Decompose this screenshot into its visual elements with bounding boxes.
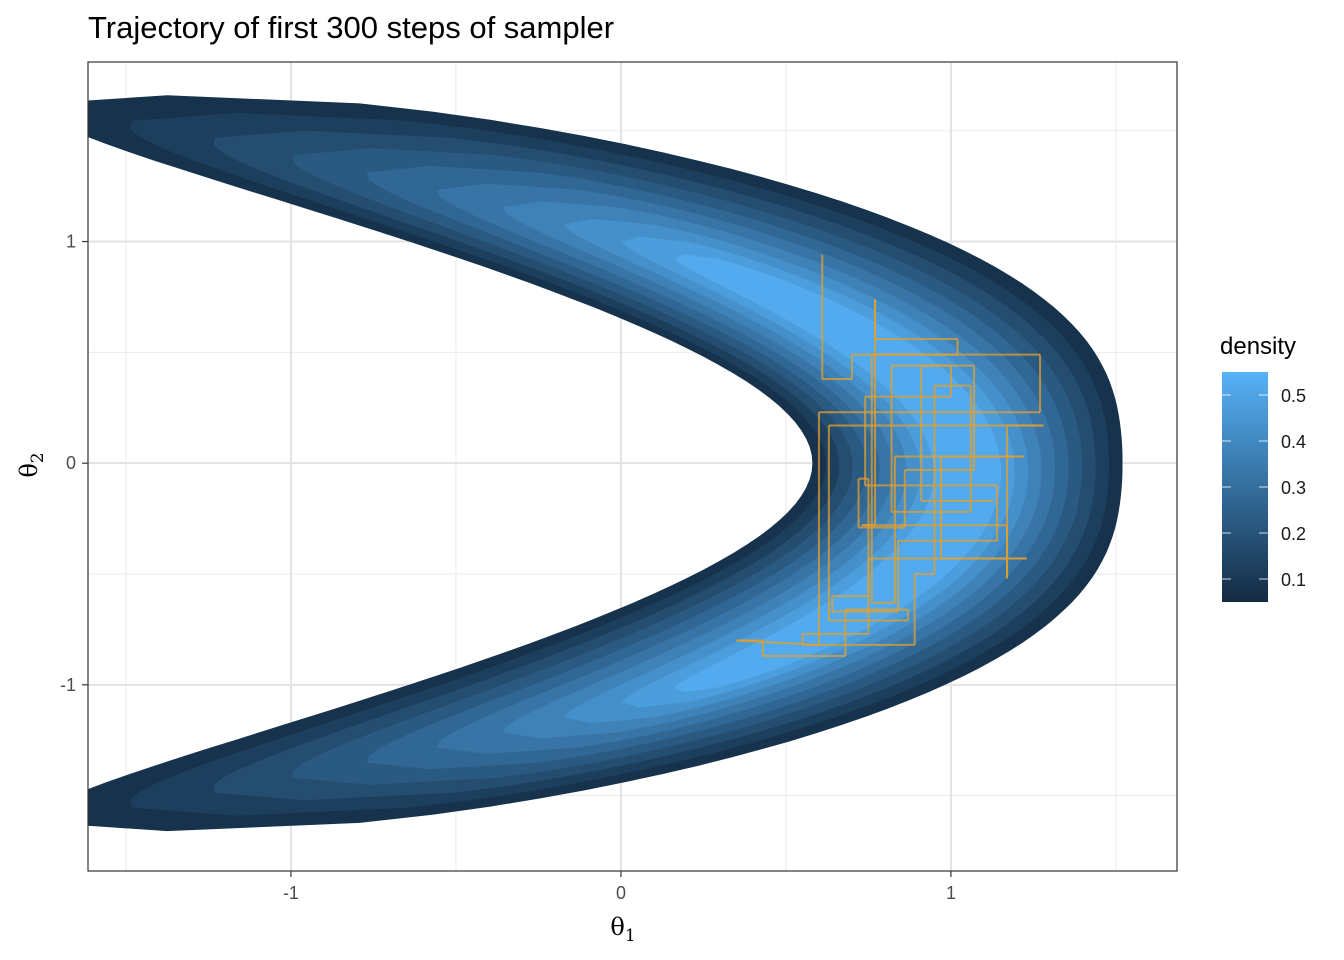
x-tick-label: 1	[946, 883, 956, 903]
y-axis-label-main: θ	[15, 463, 43, 477]
trajectory	[736, 254, 1044, 658]
y-tick-label: 1	[66, 232, 76, 252]
y-axis-label-subscript: 2	[28, 452, 48, 463]
x-tick-label: 0	[616, 883, 626, 903]
y-tick-label: -1	[60, 675, 76, 695]
y-axis-label: θ2	[15, 452, 48, 477]
legend-tick-label: 0.1	[1281, 570, 1306, 590]
x-axis-label-subscript: 1	[625, 926, 636, 946]
legend-title: density	[1220, 333, 1296, 360]
density-contours	[88, 95, 1123, 832]
legend-tick-label: 0.4	[1281, 432, 1306, 452]
legend-tick-label: 0.3	[1281, 478, 1306, 498]
x-tick-label: -1	[283, 883, 299, 903]
panel-border	[87, 61, 1178, 872]
x-axis-label: θ1	[610, 913, 635, 946]
chart-title: Trajectory of first 300 steps of sampler	[88, 10, 614, 45]
legend: density 0.1 0.2 0.3 0.4 0.5	[1220, 333, 1306, 602]
y-axis: -1 0 1	[60, 232, 88, 695]
legend-tick-label: 0.5	[1281, 386, 1306, 406]
legend-tick-label: 0.2	[1281, 524, 1306, 544]
y-tick-label: 0	[66, 453, 76, 473]
x-axis-label-main: θ	[610, 913, 624, 941]
density-band	[674, 254, 1002, 693]
x-axis: -1 0 1	[283, 871, 956, 903]
